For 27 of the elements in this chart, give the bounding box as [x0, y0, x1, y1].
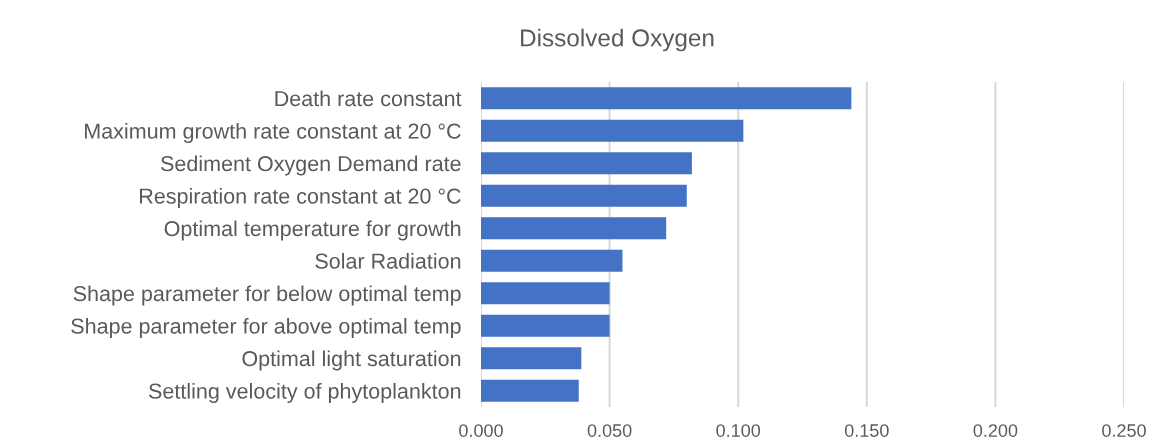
x-tick-label: 0.000: [459, 424, 503, 437]
bar: [481, 314, 610, 337]
y-tick-label: Optimal light saturation: [242, 350, 461, 371]
x-tick-label: 0.050: [587, 424, 632, 437]
bar: [481, 87, 852, 110]
bar: [481, 379, 579, 402]
bar: [481, 152, 692, 175]
x-tick-label: 0.250: [1102, 424, 1146, 437]
y-tick-label: Settling velocity of phytoplankton: [149, 382, 461, 404]
chart-title: Dissolved Oxygen: [521, 28, 714, 52]
y-tick-label: Shape parameter for below optimal temp: [73, 285, 461, 306]
x-tick-label: 0.150: [844, 424, 889, 437]
y-tick-label: Sediment Oxygen Demand rate: [161, 155, 461, 176]
bar: [481, 119, 744, 142]
y-tick-label: Respiration rate constant at 20 °C: [140, 187, 461, 209]
x-tick-label: 0.200: [973, 424, 1018, 437]
bar: [481, 217, 667, 240]
y-tick-label: Optimal temperature for growth: [164, 220, 461, 241]
bar: [481, 184, 687, 207]
bar: [481, 282, 610, 305]
y-tick-label: Solar Radiation: [315, 252, 461, 269]
bar: [481, 249, 623, 272]
y-tick-label: Maximum growth rate constant at 20 °C: [85, 122, 461, 144]
y-tick-label: Death rate constant: [275, 90, 462, 107]
y-tick-label: Shape parameter for above optimal temp: [71, 317, 461, 339]
bar: [481, 347, 582, 370]
x-tick-label: 0.100: [716, 424, 761, 437]
